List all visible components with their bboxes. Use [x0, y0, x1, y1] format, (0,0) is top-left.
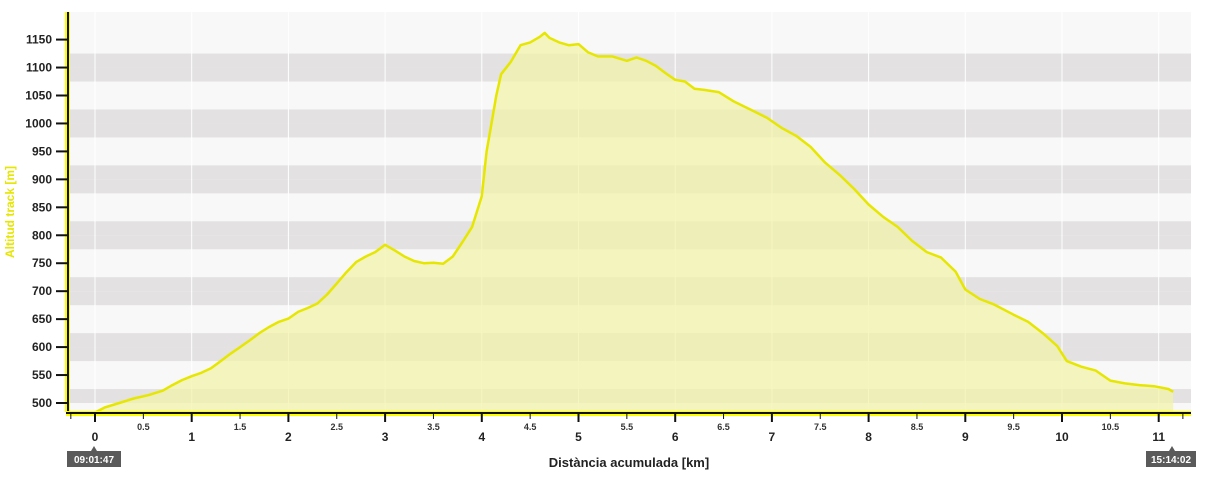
x-tick-label: 11 [1152, 430, 1165, 444]
x-minor-tick-label: 9.5 [1007, 422, 1020, 432]
y-tick-label: 600 [32, 340, 52, 354]
x-tick-labels: 0 1 2 3 4 5 6 7 8 9 10 11 0.5 1.5 2.5 3.5 4.5 5.5 6.5 7.5 8.… [70, 413, 1184, 444]
y-tick-label: 800 [32, 228, 52, 242]
x-tick-label: 3 [382, 430, 389, 444]
end-time-label: 15:14:02 [1151, 455, 1191, 466]
y-tick-label: 850 [32, 200, 52, 214]
y-tick-labels: 500 550 600 650 700 750 800 850 900 950 1000 1050 11… [25, 33, 68, 410]
x-tick-label: 8 [865, 430, 872, 444]
start-time-badge: 09:01:47 [67, 446, 121, 467]
axes [65, 12, 1191, 416]
area-layer [94, 31, 1174, 414]
y-tick-label: 950 [32, 144, 52, 158]
x-tick-label: 10 [1055, 430, 1069, 444]
x-minor-tick-label: 2.5 [330, 422, 343, 432]
x-tick-label: 1 [188, 430, 195, 444]
x-minor-tick-label: 10.5 [1102, 422, 1120, 432]
y-tick-label: 700 [32, 284, 52, 298]
end-time-badge: 15:14:02 [1146, 446, 1196, 467]
y-tick-label: 750 [32, 256, 52, 270]
elevation-area [95, 32, 1174, 413]
y-tick-label: 550 [32, 368, 52, 382]
x-tick-label: 5 [575, 430, 582, 444]
x-minor-tick-label: 3.5 [427, 422, 440, 432]
x-minor-tick-label: 0.5 [137, 422, 150, 432]
x-tick-label: 0 [92, 430, 99, 444]
y-tick-label: 1100 [26, 61, 52, 75]
y-axis-title: Altitud track [m] [3, 166, 17, 258]
x-minor-tick-label: 1.5 [234, 422, 247, 432]
y-tick-label: 1000 [25, 116, 52, 130]
x-axis-title: Distància acumulada [km] [549, 455, 709, 470]
x-minor-tick-label: 4.5 [524, 422, 537, 432]
y-tick-label: 1150 [26, 33, 52, 47]
x-tick-label: 7 [769, 430, 776, 444]
x-minor-tick-label: 8.5 [911, 422, 924, 432]
elevation-line [94, 31, 1174, 414]
x-minor-tick-label: 5.5 [621, 422, 634, 432]
x-tick-label: 2 [285, 430, 292, 444]
start-time-label: 09:01:47 [74, 455, 114, 466]
x-minor-tick-label: 7.5 [814, 422, 827, 432]
y-tick-label: 1050 [25, 88, 52, 102]
x-minor-tick-label: 6.5 [717, 422, 730, 432]
x-tick-label: 6 [672, 430, 679, 444]
y-tick-label: 900 [32, 172, 52, 186]
x-tick-label: 9 [962, 430, 969, 444]
y-tick-label: 650 [32, 312, 52, 326]
x-tick-label: 4 [478, 430, 485, 444]
y-tick-label: 500 [32, 396, 52, 410]
